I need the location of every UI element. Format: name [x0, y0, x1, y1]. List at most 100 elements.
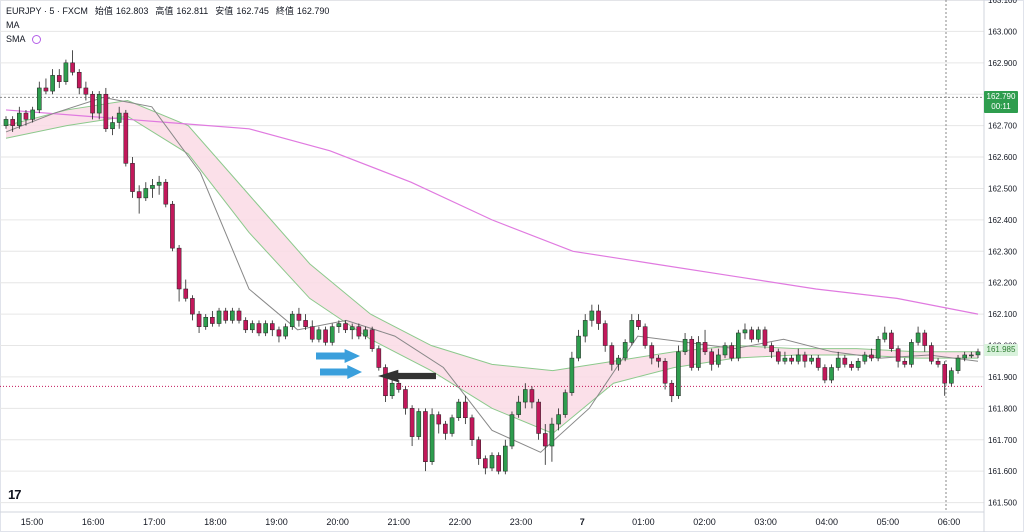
candle-body: [270, 323, 275, 331]
low-label: 安值: [215, 6, 234, 16]
candle: [722, 342, 728, 359]
candle: [562, 389, 568, 418]
symbol-label: EURJPY · 5 · FXCM: [6, 6, 88, 16]
candle-body: [875, 338, 881, 359]
y-tick-label: 162.500: [988, 184, 1017, 193]
candle-body: [616, 357, 621, 365]
candle-body: [489, 455, 495, 469]
candle-body: [709, 351, 714, 365]
candle-body: [223, 310, 228, 321]
y-tick-label: 162.100: [988, 310, 1017, 319]
ma-band-fill: [6, 100, 978, 434]
candles: [3, 50, 981, 475]
candle-body: [36, 87, 42, 111]
candle: [935, 358, 941, 368]
candle-body: [276, 329, 282, 337]
candle-body: [529, 389, 535, 403]
candle: [476, 436, 481, 465]
candle: [256, 320, 262, 337]
candle-body: [250, 323, 255, 331]
candle: [349, 323, 355, 340]
indicator-settings-icon[interactable]: [31, 34, 41, 44]
x-tick-label: 16:00: [82, 517, 105, 527]
candle: [802, 351, 808, 368]
candle: [309, 320, 315, 343]
candle: [263, 320, 268, 337]
candle-body: [589, 310, 595, 321]
candle: [17, 106, 22, 129]
candle-body: [969, 354, 974, 357]
candle-body: [536, 401, 541, 434]
candle-body: [862, 354, 868, 362]
blue-arrow-icon: [316, 349, 360, 363]
candle-body: [469, 417, 475, 441]
ma-price-value: 161.985: [986, 345, 1016, 355]
candle-body: [736, 332, 741, 359]
candle-body: [802, 354, 808, 362]
candle: [63, 59, 69, 85]
candle: [316, 326, 322, 343]
indicator-sma[interactable]: SMA: [6, 32, 329, 46]
x-tick-label: 04:00: [815, 517, 838, 527]
candle-body: [176, 247, 182, 290]
candle-body: [369, 329, 375, 349]
y-tick-label: 161.800: [988, 404, 1017, 413]
candle-body: [649, 345, 655, 359]
y-tick-label: 162.700: [988, 122, 1017, 131]
candle-body: [190, 298, 195, 315]
y-tick-label: 161.700: [988, 436, 1017, 445]
candle-body: [789, 357, 794, 362]
y-tick-label: 163.000: [988, 27, 1017, 36]
candle-body: [795, 354, 801, 362]
candle: [882, 326, 888, 343]
candle-body: [376, 348, 382, 368]
y-tick-label: 162.200: [988, 279, 1017, 288]
candle-body: [83, 87, 89, 95]
x-tick-label: 19:00: [265, 517, 288, 527]
candle-body: [829, 367, 834, 381]
candle-body: [396, 382, 402, 390]
candle: [775, 348, 781, 365]
candle: [30, 106, 35, 123]
candle-body: [263, 323, 268, 334]
candle: [756, 326, 761, 343]
indicator-ma[interactable]: MA: [6, 18, 329, 32]
ohlc-legend: EURJPY · 5 · FXCM 始值 162.803 高值 162.811 安值…: [6, 4, 329, 18]
candle-body: [902, 360, 908, 365]
candle-body: [762, 329, 768, 346]
candle-body: [409, 408, 415, 437]
candle: [429, 408, 435, 465]
candle: [36, 81, 42, 114]
candle: [842, 354, 848, 368]
candle: [116, 106, 122, 129]
candle-body: [696, 342, 701, 368]
countdown-value: 00:11: [991, 102, 1011, 112]
candle-body: [782, 357, 788, 362]
candle: [283, 323, 288, 340]
candle-body: [3, 119, 9, 126]
candle: [236, 307, 242, 324]
candle-body: [463, 401, 468, 419]
ma-band: [5, 99, 978, 435]
candle-body: [17, 112, 22, 126]
candle-body: [483, 458, 488, 469]
y-tick-label: 162.300: [988, 247, 1017, 256]
candle: [516, 395, 521, 418]
candle-body: [150, 185, 155, 189]
candle-body: [256, 323, 262, 334]
candle: [589, 304, 595, 327]
candle-body: [569, 357, 575, 393]
candle: [329, 323, 335, 346]
candle-body: [722, 345, 728, 356]
candle: [443, 420, 448, 440]
candle: [549, 417, 555, 462]
indicator-sma-label: SMA: [6, 34, 26, 44]
candle-body: [423, 411, 428, 462]
candle-body: [443, 423, 448, 434]
candle: [629, 314, 635, 346]
candle: [250, 320, 255, 333]
ma-price-tag: 161.985: [984, 344, 1018, 357]
candle: [689, 336, 695, 371]
candle: [23, 109, 29, 126]
